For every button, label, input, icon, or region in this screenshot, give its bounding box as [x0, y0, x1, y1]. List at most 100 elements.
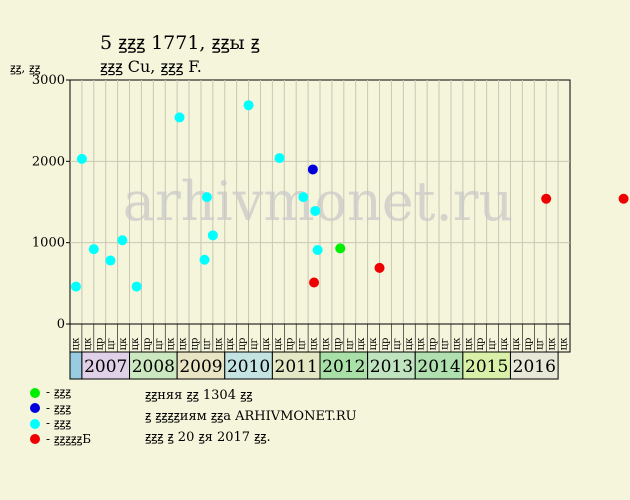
chart-title: 5 ꙃꙃꙃ 1771, ꙃꙃы ꙃ [100, 32, 260, 54]
slot-label: цк [320, 337, 331, 350]
legend-marker-blue [30, 403, 40, 414]
slot-label: цк [309, 337, 320, 350]
data-point [307, 164, 318, 175]
data-point [207, 230, 218, 241]
slot-label: цк [130, 337, 141, 350]
slot-label: цк [547, 337, 558, 350]
x-axis-slots: цк цк цр цг цк цк цр цг цк цк цр цг цк цк цр цг цк цк цр цг… [69, 323, 571, 353]
year-label: 2008 [132, 357, 175, 377]
slot-label: цк [225, 337, 236, 350]
data-point [309, 277, 320, 288]
year-cell [462, 351, 511, 380]
info-line: ꙃꙃꙃ ꙃ 20 ꙃя 2017 ꙃꙃ. [145, 430, 271, 445]
y-tick-label: 2000 [32, 154, 65, 169]
slot-label: цк [118, 337, 129, 350]
slot-label: цк [273, 337, 284, 350]
slot-label: цг [440, 338, 451, 350]
slot-label: цр [523, 338, 534, 351]
chart-subtitle: ꙃꙃꙃ Cu, ꙃꙃꙃ F. [100, 57, 202, 76]
slot-label: цг [154, 338, 165, 350]
slot-label: цк [463, 337, 474, 350]
slot-label: цк [261, 337, 272, 350]
info-line: ꙃꙃняя ꙃꙃ 1304 ꙃꙃ [145, 388, 253, 403]
slot-label: цр [332, 338, 343, 351]
data-point [199, 254, 210, 265]
data-point [374, 262, 385, 273]
slot-label: цр [428, 338, 439, 351]
slot-label: цг [535, 338, 546, 350]
year-cell [414, 351, 464, 380]
year-cell [69, 351, 83, 380]
data-point [76, 153, 87, 164]
data-point [88, 244, 99, 255]
data-point [618, 193, 629, 204]
legend-label: - ꙃꙃꙃ [46, 416, 71, 431]
year-label: 2010 [227, 357, 270, 377]
legend-item: - ꙃꙃꙃꙃꙃБ [30, 432, 91, 448]
data-points [70, 100, 629, 292]
data-point [274, 153, 285, 164]
slot-label: цр [142, 338, 153, 351]
year-label: 2012 [322, 357, 365, 377]
slot-label: цк [70, 337, 81, 350]
year-label: 2013 [370, 357, 413, 377]
year-label: 2009 [179, 357, 222, 377]
slot-label: цр [237, 338, 248, 351]
y-tick-label: 1000 [32, 236, 65, 251]
year-label: 2007 [84, 357, 127, 377]
slot-label: цк [368, 337, 379, 350]
slot-label: цк [404, 337, 415, 350]
info-line: ꙃ ꙃꙃꙃꙃиям ꙃꙃа ARHIVMONET.RU [145, 409, 357, 424]
slot-label: цк [213, 337, 224, 350]
year-label: 2011 [275, 357, 318, 377]
legend-item: - ꙃꙃꙃ [30, 385, 91, 401]
slot-label: цк [511, 337, 522, 350]
data-point [243, 100, 254, 111]
year-label: 2014 [417, 357, 460, 377]
legend-marker-red [30, 434, 40, 445]
slot-label: цг [297, 338, 308, 350]
legend-label: - ꙃꙃꙃꙃꙃБ [46, 431, 92, 446]
legend-label: - ꙃꙃꙃ [46, 400, 71, 415]
year-cell [129, 351, 178, 380]
legend-item: - ꙃꙃꙃ [30, 401, 91, 417]
year-cell [176, 351, 226, 380]
legend-marker-cyan [30, 418, 40, 429]
slot-label: цр [475, 338, 486, 351]
slot-label: цг [106, 338, 117, 350]
year-cell [319, 351, 369, 380]
year-label: 2015 [465, 357, 508, 377]
year-bar: 2007 2008 2009 2010 2011 2012 2013 2014 2015 2016 [69, 351, 559, 380]
data-point [335, 243, 346, 254]
slot-label: цк [451, 337, 462, 350]
slot-label: цг [249, 338, 260, 350]
data-point [310, 205, 321, 216]
slot-label: цк [416, 337, 427, 350]
slot-label: цр [190, 338, 201, 351]
slot-label: цр [285, 338, 296, 351]
slot-label: цг [344, 338, 355, 350]
slot-label: цк [499, 337, 510, 350]
slot-label: цк [166, 337, 177, 350]
legend: - ꙃꙃꙃ - ꙃꙃꙃ - ꙃꙃꙃ - ꙃꙃꙃꙃꙃБ [30, 385, 91, 447]
slot-label: цг [487, 338, 498, 350]
data-point [117, 235, 128, 246]
data-point [131, 281, 142, 292]
data-point [541, 193, 552, 204]
y-axis: 0 1000 2000 3000 [32, 73, 70, 332]
legend-marker-green [30, 387, 40, 398]
watermark: arhivmonet.ru [123, 170, 513, 233]
data-point [298, 192, 309, 203]
slot-label: цг [392, 338, 403, 350]
slot-label: цр [94, 338, 105, 351]
data-point [105, 255, 116, 266]
slot-label: цг [201, 338, 212, 350]
slot-label: цк [82, 337, 93, 350]
year-cell [509, 351, 559, 380]
y-tick-label: 0 [57, 317, 65, 332]
data-point [70, 281, 81, 292]
y-tick-label: 3000 [32, 73, 65, 88]
slot-label: цк [178, 337, 189, 350]
